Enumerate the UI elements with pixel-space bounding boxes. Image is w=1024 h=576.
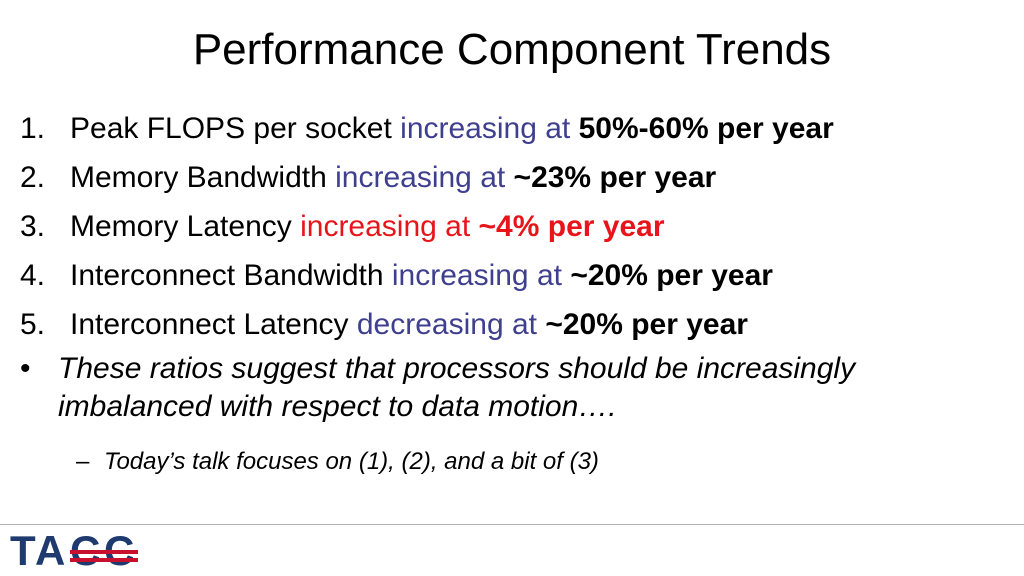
list-item: 5. Interconnect Latency decreasing at ~20… bbox=[20, 300, 1010, 349]
item-metric: Memory Bandwidth bbox=[70, 161, 336, 194]
item-metric: Interconnect Latency bbox=[70, 308, 357, 341]
item-number: 1. bbox=[20, 112, 46, 145]
trend-list: 1. Peak FLOPS per socket increasing at 50… bbox=[20, 104, 1010, 349]
item-value: ~20% per year bbox=[545, 308, 748, 341]
list-item: 1. Peak FLOPS per socket increasing at 50… bbox=[20, 104, 1010, 153]
item-number: 5. bbox=[20, 308, 46, 341]
bullet-marker: • bbox=[20, 352, 31, 385]
summary-bullet: • These ratios suggest that processors s… bbox=[20, 350, 1010, 426]
list-item: 3. Memory Latency increasing at ~4% per y… bbox=[20, 202, 1010, 251]
item-value: 50%-60% per year bbox=[578, 112, 834, 145]
svg-text:A: A bbox=[35, 530, 65, 570]
sub-bullet-marker: – bbox=[76, 448, 90, 475]
tacc-logo: T A C C bbox=[8, 527, 168, 575]
list-item: 4. Interconnect Bandwidth increasing at ~… bbox=[20, 251, 1010, 300]
item-trend: decreasing at bbox=[356, 308, 546, 341]
bullet-text: These ratios suggest that processors sho… bbox=[58, 352, 856, 423]
item-metric: Interconnect Bandwidth bbox=[70, 259, 392, 292]
item-value: ~23% per year bbox=[513, 161, 717, 194]
item-number: 2. bbox=[20, 161, 46, 194]
sub-bullet-text: Today’s talk focuses on (1), (2), and a … bbox=[104, 448, 599, 475]
item-metric: Memory Latency bbox=[70, 210, 301, 243]
item-value: ~4% per year bbox=[478, 210, 665, 243]
list-item: 2. Memory Bandwidth increasing at ~23% pe… bbox=[20, 153, 1010, 202]
slide-title: Performance Component Trends bbox=[192, 25, 832, 74]
tacc-logo-graphic: T A C C bbox=[10, 527, 138, 574]
item-trend: increasing at bbox=[300, 210, 479, 243]
item-metric: Peak FLOPS per socket bbox=[70, 112, 401, 145]
svg-text:T: T bbox=[10, 530, 36, 570]
item-trend: increasing at bbox=[400, 112, 579, 145]
item-number: 3. bbox=[20, 210, 46, 243]
item-trend: increasing at bbox=[391, 259, 571, 292]
footer-divider bbox=[0, 524, 1024, 525]
item-value: ~20% per year bbox=[570, 259, 773, 292]
item-trend: increasing at bbox=[335, 161, 514, 194]
sub-bullet: – Today’s talk focuses on (1), (2), and … bbox=[76, 446, 599, 478]
item-number: 4. bbox=[20, 259, 46, 292]
